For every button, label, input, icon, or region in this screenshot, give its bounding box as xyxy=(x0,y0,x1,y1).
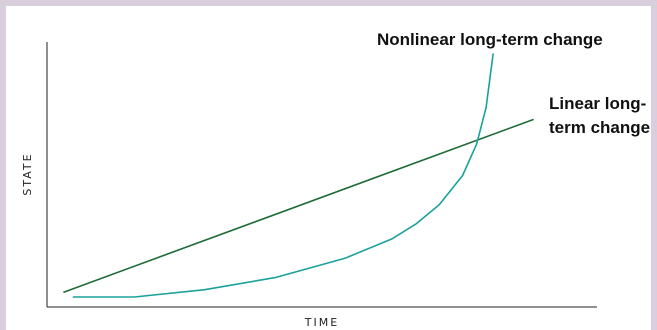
y-axis-title: STATE xyxy=(21,152,34,195)
x-axis-title: TIME xyxy=(304,316,339,329)
nonlinear-change-label: Nonlinear long-term change xyxy=(377,30,603,49)
chart-panel xyxy=(6,6,651,330)
linear-change-line xyxy=(63,118,534,293)
linear-change-label-line1: Linear long- xyxy=(549,94,646,113)
linear-change-label-line2: term change xyxy=(549,118,650,137)
nonlinear-change-curve xyxy=(72,53,494,298)
